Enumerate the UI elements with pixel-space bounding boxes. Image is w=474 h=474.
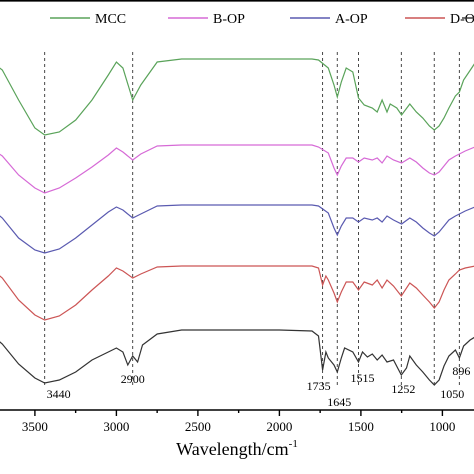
annotation-1252: 1252 bbox=[391, 382, 415, 396]
legend-label-b-op: B-OP bbox=[213, 12, 245, 27]
x-tick-label-1000: 1000 bbox=[429, 419, 455, 434]
legend: MCC B-OP A-OP D-OP bbox=[50, 12, 474, 27]
annotation-1515: 1515 bbox=[350, 371, 374, 385]
x-tick-label-1500: 1500 bbox=[348, 419, 374, 434]
legend-label-mcc: MCC bbox=[95, 12, 126, 27]
x-tick-label-3500: 3500 bbox=[22, 419, 48, 434]
spectra-series bbox=[0, 58, 474, 386]
annotation-1050: 1050 bbox=[440, 387, 464, 401]
annotation-1735: 1735 bbox=[307, 379, 331, 393]
x-tick-label-2000: 2000 bbox=[266, 419, 292, 434]
annotation-896: 896 bbox=[452, 364, 470, 378]
annotation-1645: 1645 bbox=[327, 395, 351, 409]
x-tick-label-3000: 3000 bbox=[103, 419, 129, 434]
series-line-a-op bbox=[0, 204, 474, 254]
x-axis: 3500 3000 2500 2000 1500 1000 bbox=[22, 410, 455, 434]
x-axis-label: Wavelength/cm-1 bbox=[176, 438, 298, 459]
x-tick-label-2500: 2500 bbox=[185, 419, 211, 434]
plot-frame bbox=[0, 0, 474, 411]
series-line-lignin bbox=[0, 329, 474, 386]
series-line-d-op bbox=[0, 265, 474, 321]
series-line-mcc bbox=[0, 58, 474, 136]
series-line-b-op bbox=[0, 144, 474, 194]
annotation-3440: 3440 bbox=[47, 387, 71, 401]
peak-guide-lines bbox=[44, 52, 460, 386]
legend-label-d-op: D-OP bbox=[450, 12, 474, 27]
legend-label-a-op: A-OP bbox=[335, 12, 368, 27]
peak-annotations: 3440 2900 1735 1645 1515 1252 1050 896 bbox=[47, 364, 471, 409]
annotation-2900: 2900 bbox=[121, 372, 145, 386]
